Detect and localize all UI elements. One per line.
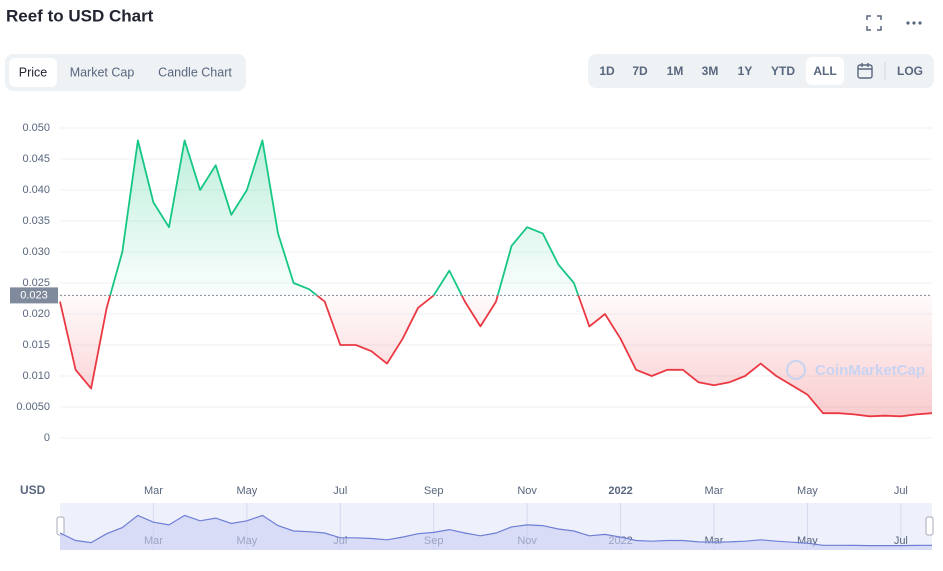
expand-icon[interactable]	[866, 15, 882, 31]
x-tick-label: Jul	[894, 485, 908, 497]
range-button[interactable]: 1M	[667, 64, 684, 78]
y-tick-label: 0.040	[22, 184, 50, 196]
range-button[interactable]: 3M	[702, 64, 719, 78]
watermark-logo	[786, 360, 806, 380]
range-selected	[806, 57, 844, 85]
tab[interactable]: Candle Chart	[158, 65, 232, 79]
range-button[interactable]: 7D	[632, 64, 648, 78]
currency-label: USD	[20, 483, 46, 497]
navigator-handle[interactable]	[925, 516, 934, 536]
range-button[interactable]: 1D	[599, 64, 615, 78]
range-group	[588, 54, 934, 88]
y-tick-label: 0.045	[22, 153, 50, 165]
plot: 0 0.0050 0.010 0.015 0.020 0.025 0.030 0.035 0.0…	[10, 122, 933, 497]
y-tick-label: 0.035	[22, 215, 50, 227]
y-tick-label: 0.015	[22, 339, 50, 351]
range-button[interactable]: ALL	[813, 64, 836, 78]
calendar-icon[interactable]	[857, 63, 873, 79]
navigator-label: Jul	[894, 535, 908, 547]
x-tick-label: Mar	[705, 485, 724, 497]
x-tick-label: Mar	[144, 485, 163, 497]
navigator-handle[interactable]	[56, 516, 65, 536]
tab-group	[5, 54, 246, 91]
tab[interactable]: Price	[19, 65, 48, 79]
tab[interactable]: Market Cap	[70, 65, 135, 79]
more-icon[interactable]	[906, 21, 922, 25]
log-button[interactable]: LOG	[897, 64, 923, 78]
y-tick-label: 0.020	[22, 308, 50, 320]
y-tick-label: 0.050	[22, 122, 50, 134]
range-button[interactable]: YTD	[771, 64, 795, 78]
x-tick-label: May	[236, 485, 257, 497]
y-tick-label: 0.0050	[16, 401, 50, 413]
title: Reef to USD Chart	[6, 6, 154, 25]
watermark: CoinMarketCap	[815, 362, 925, 379]
x-tick-label: Sep	[424, 485, 444, 497]
x-tick-label: Nov	[517, 485, 537, 497]
price-line	[59, 139, 933, 418]
y-tick-label: 0	[44, 432, 50, 444]
y-tick-label: 0.010	[22, 370, 50, 382]
x-tick-label: Jul	[333, 485, 347, 497]
price-area	[60, 140, 932, 417]
x-tick-label: 2022	[608, 485, 632, 497]
baseline-label: 0.023	[20, 289, 48, 301]
range-button[interactable]: 1Y	[738, 64, 753, 78]
navigator-area	[60, 515, 932, 550]
y-tick-label: 0.030	[22, 246, 50, 258]
y-tick-label: 0.025	[22, 277, 50, 289]
tab-selected	[9, 58, 57, 87]
x-tick-label: May	[797, 485, 818, 497]
baseline-tag	[10, 287, 58, 304]
navigator-line	[59, 514, 933, 547]
